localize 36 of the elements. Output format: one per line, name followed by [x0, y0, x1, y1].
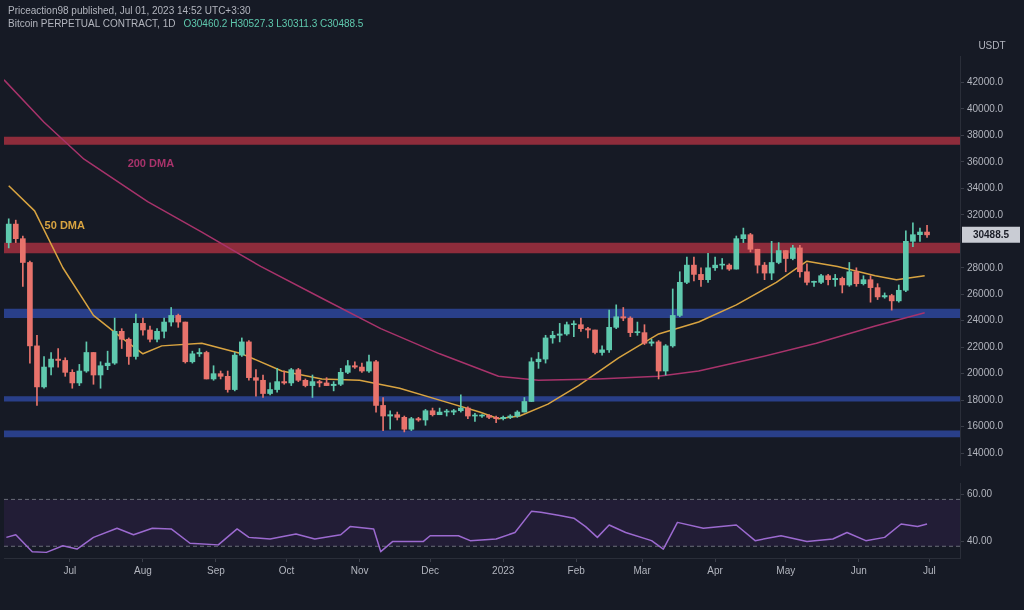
series-label: 50 DMA	[44, 218, 86, 231]
text: Priceaction98 published, Jul 01, 2023 14:52 UTC+3:30	[8, 4, 252, 17]
y-tick-label: 40.00	[967, 535, 993, 547]
y-tick-label: 60.00	[967, 488, 993, 500]
x-tick-label: Oct	[278, 564, 295, 576]
x-tick-label: Sep	[207, 564, 226, 576]
x-tick-label: Mar	[633, 564, 652, 576]
x-tick-label: May	[776, 564, 796, 576]
chart-title: Bitcoin PERPETUAL CONTRACT, 1D	[8, 18, 176, 29]
y-tick-label: 24000.0	[967, 314, 1004, 326]
y-tick-label: 22000.0	[967, 340, 1004, 352]
x-tick-label: Jul	[63, 564, 77, 576]
x-tick-label: Apr	[707, 564, 724, 576]
y-tick-label: 38000.0	[967, 129, 1004, 141]
y-tick-label: 18000.0	[967, 393, 1004, 405]
series-label: 200 DMA	[127, 156, 175, 169]
x-tick-label: Dec	[421, 564, 440, 576]
y-tick-label: 36000.0	[967, 155, 1004, 167]
y-tick-label: 20000.0	[967, 367, 1004, 379]
y-tick-label: 28000.0	[967, 261, 1004, 273]
x-tick-label: Jun	[850, 564, 867, 576]
x-tick-label: Jul	[922, 564, 936, 576]
y-tick-label: 34000.0	[967, 182, 1004, 194]
text: 30488.5	[972, 228, 1010, 240]
y-axis-title: USDT	[978, 39, 1006, 51]
x-tick-label: Nov	[350, 564, 369, 576]
chart-subtitle: O30460.2 H30527.3 L30311.3 C30488.5	[183, 18, 364, 29]
x-tick-label: Aug	[134, 564, 152, 576]
y-tick-label: 14000.0	[967, 446, 1004, 458]
y-tick-label: 16000.0	[967, 420, 1004, 432]
x-tick-label: Feb	[567, 564, 586, 576]
y-tick-label: 42000.0	[967, 76, 1004, 88]
x-tick-label: 2023	[492, 564, 515, 576]
y-tick-label: 26000.0	[967, 288, 1004, 299]
y-tick-label: 40000.0	[967, 102, 1004, 114]
y-tick-label: 32000.0	[967, 208, 1004, 220]
